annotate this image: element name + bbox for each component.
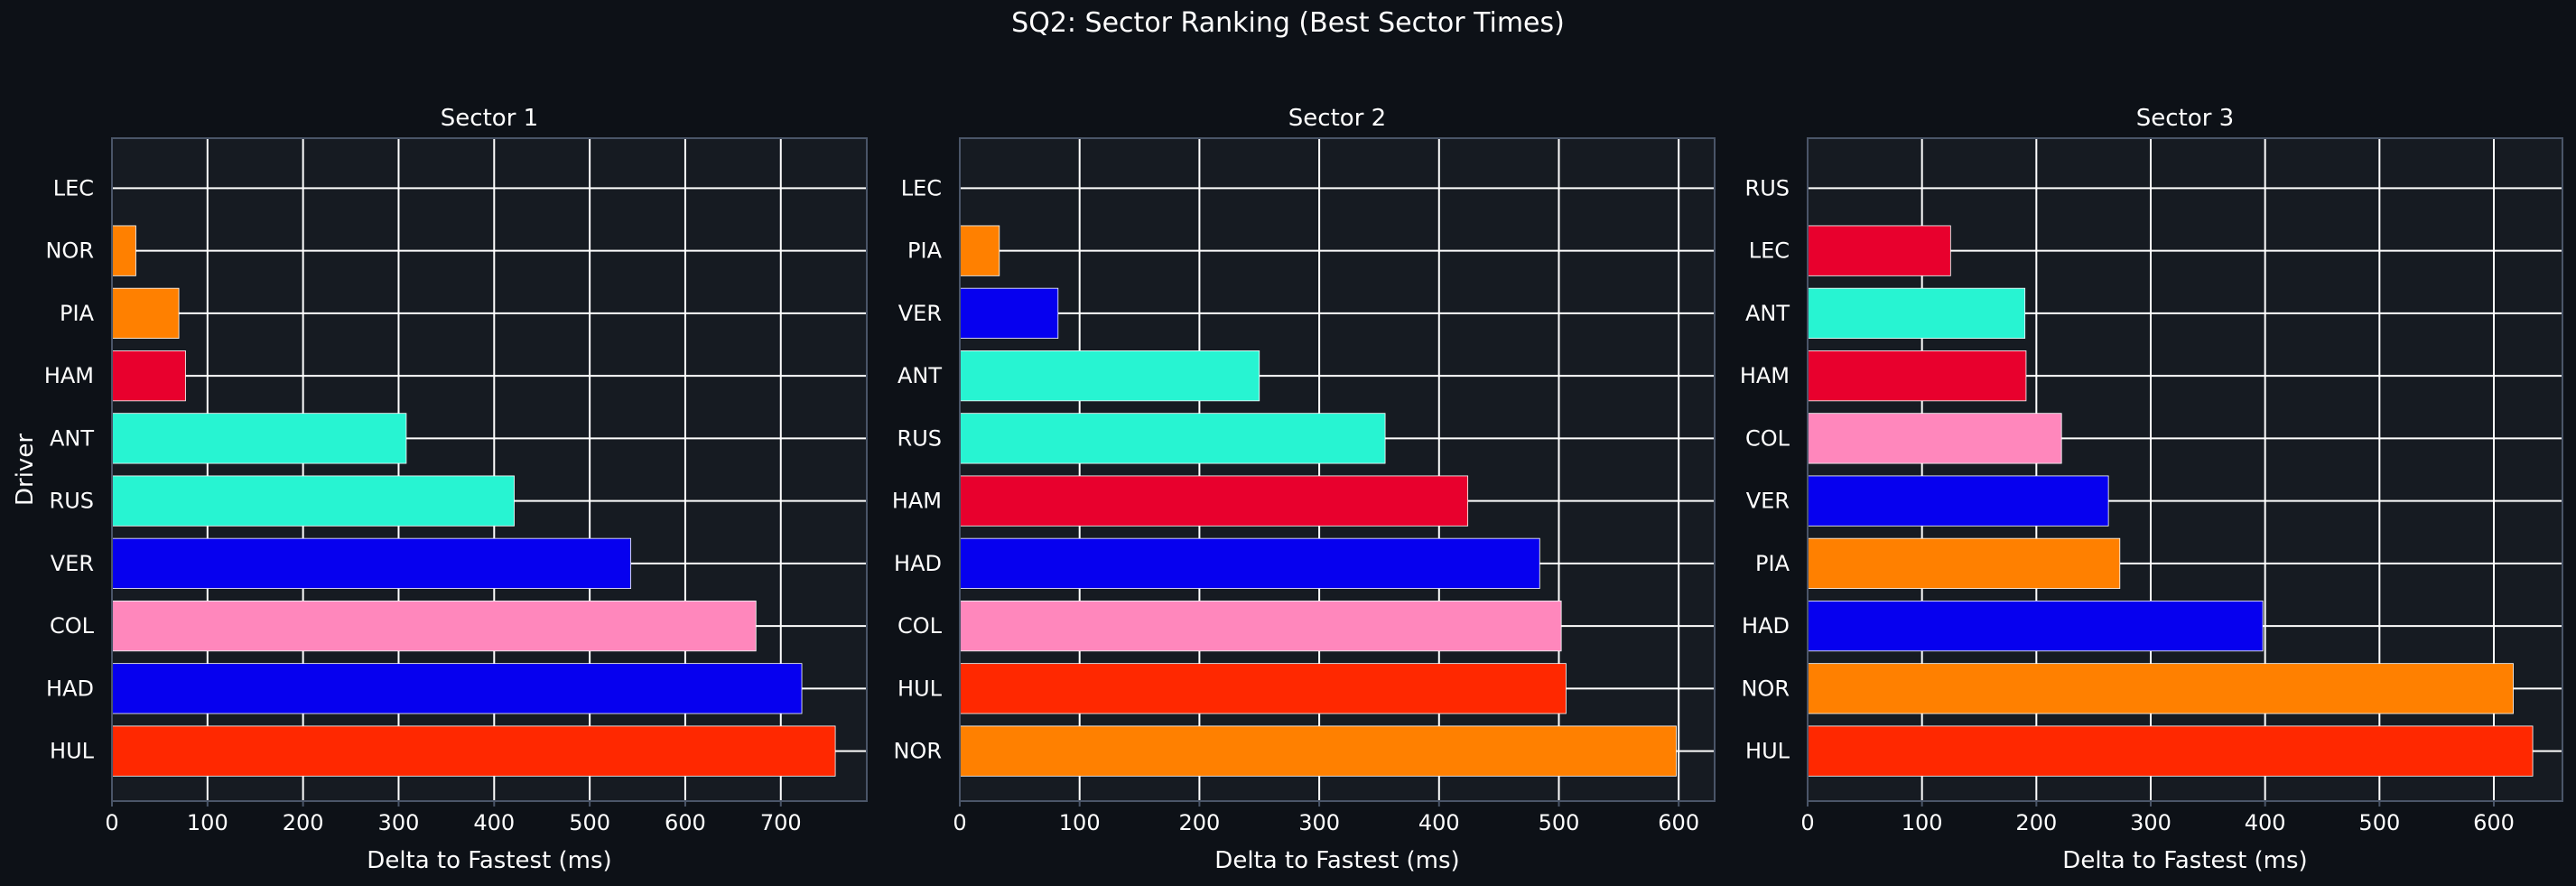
panel-title: Sector 1: [441, 105, 538, 132]
y-tick-label: VER: [1746, 489, 1790, 514]
y-tick-label: HAD: [1742, 613, 1790, 639]
figure-title: SQ2: Sector Ranking (Best Sector Times): [1011, 7, 1565, 39]
y-tick-label: COL: [897, 613, 943, 639]
bar-nor[interactable]: [1807, 663, 2514, 714]
panel-title: Sector 3: [2136, 105, 2234, 132]
y-tick-label: HAM: [44, 363, 94, 388]
x-tick-label: 300: [1298, 810, 1340, 835]
x-tick-label: 100: [187, 810, 228, 835]
y-tick-label: VER: [898, 301, 942, 326]
bar-col[interactable]: [111, 601, 757, 652]
x-axis-label: Delta to Fastest (ms): [1214, 847, 1459, 874]
x-tick-label: 0: [105, 810, 118, 835]
bar-ant[interactable]: [959, 350, 1260, 402]
x-tick-label: 200: [1178, 810, 1220, 835]
y-tick-label: LEC: [901, 175, 942, 201]
bar-ham[interactable]: [959, 475, 1469, 527]
bar-had[interactable]: [111, 663, 803, 714]
bar-nor[interactable]: [959, 725, 1677, 777]
x-tick-label: 0: [953, 810, 966, 835]
y-tick-label: ANT: [1745, 301, 1790, 326]
y-tick-label: RUS: [1745, 175, 1790, 201]
x-tick-label: 500: [1539, 810, 1580, 835]
bar-ant[interactable]: [111, 413, 407, 464]
bar-rus[interactable]: [959, 413, 1386, 464]
y-tick-label: NOR: [893, 739, 942, 764]
y-tick-label: COL: [50, 613, 95, 639]
y-tick-label: LEC: [1749, 238, 1790, 264]
y-axis-label: Driver: [12, 434, 39, 506]
x-tick-label: 400: [1418, 810, 1460, 835]
x-tick-label: 600: [2473, 810, 2515, 835]
x-axis-label: Delta to Fastest (ms): [2062, 847, 2307, 874]
bar-rus[interactable]: [111, 475, 515, 527]
x-tick-label: 600: [1658, 810, 1699, 835]
y-tick-label: LEC: [53, 175, 94, 201]
bar-ham[interactable]: [111, 350, 186, 402]
y-tick-label: COL: [1745, 425, 1790, 451]
x-tick-label: 300: [378, 810, 420, 835]
y-tick-label: HAD: [894, 551, 942, 576]
y-tick-label: HAM: [1740, 363, 1790, 388]
y-tick-label: HAM: [892, 489, 942, 514]
bar-pia[interactable]: [1807, 537, 2121, 589]
y-tick-label: PIA: [60, 301, 95, 326]
y-tick-label: HUL: [897, 676, 943, 701]
x-tick-label: 500: [569, 810, 610, 835]
bar-col[interactable]: [1807, 413, 2062, 464]
bar-had[interactable]: [959, 537, 1540, 589]
y-tick-label: HAD: [46, 676, 94, 701]
bar-col[interactable]: [959, 601, 1562, 652]
x-tick-label: 500: [2358, 810, 2400, 835]
y-tick-label: ANT: [897, 363, 942, 388]
y-tick-label: VER: [51, 551, 94, 576]
y-tick-label: HUL: [1745, 739, 1790, 764]
x-tick-label: 100: [1059, 810, 1101, 835]
x-tick-label: 200: [2015, 810, 2057, 835]
bar-had[interactable]: [1807, 601, 2264, 652]
bar-lec[interactable]: [1807, 225, 1951, 276]
y-tick-label: HUL: [50, 739, 95, 764]
y-tick-label: RUS: [897, 425, 942, 451]
bar-hul[interactable]: [1807, 725, 2534, 777]
x-tick-label: 600: [665, 810, 706, 835]
bar-ant[interactable]: [1807, 287, 2026, 339]
plot-frame: [111, 137, 868, 802]
x-tick-label: 400: [2245, 810, 2286, 835]
bar-ver[interactable]: [1807, 475, 2109, 527]
x-tick-label: 100: [1902, 810, 1943, 835]
x-axis-label: Delta to Fastest (ms): [367, 847, 611, 874]
x-tick-label: 700: [760, 810, 802, 835]
plot-frame: [1807, 137, 2563, 802]
bar-hul[interactable]: [959, 663, 1567, 714]
y-tick-label: NOR: [1741, 676, 1790, 701]
bar-pia[interactable]: [111, 287, 180, 339]
x-tick-label: 0: [1800, 810, 1814, 835]
bar-nor[interactable]: [111, 225, 136, 276]
bar-pia[interactable]: [959, 225, 1000, 276]
x-tick-label: 400: [473, 810, 515, 835]
plot-frame: [959, 137, 1716, 802]
bar-ver[interactable]: [959, 287, 1059, 339]
bar-ver[interactable]: [111, 537, 632, 589]
y-tick-label: PIA: [907, 238, 943, 264]
x-tick-label: 300: [2130, 810, 2171, 835]
bar-ham[interactable]: [1807, 350, 2027, 402]
x-tick-label: 200: [283, 810, 324, 835]
y-tick-label: NOR: [45, 238, 94, 264]
panel-title: Sector 2: [1288, 105, 1386, 132]
y-tick-label: RUS: [50, 489, 94, 514]
y-tick-label: PIA: [1755, 551, 1790, 576]
bar-hul[interactable]: [111, 725, 836, 777]
y-tick-label: ANT: [50, 425, 94, 451]
